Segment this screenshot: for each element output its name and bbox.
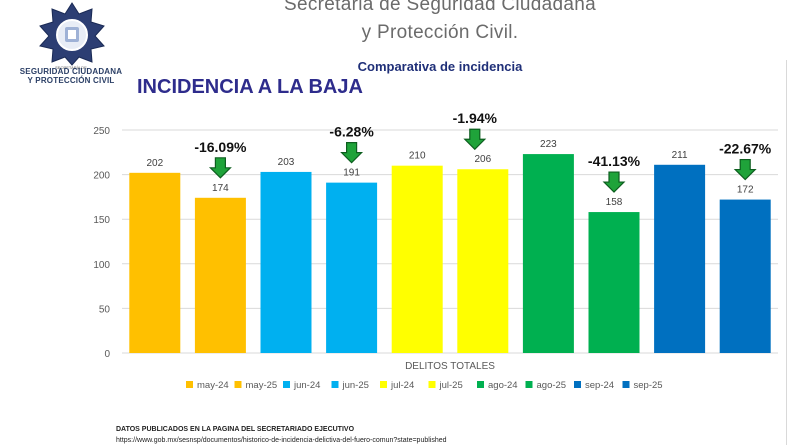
y-tick-label: 0 [104,349,110,360]
data-label-jul-25: 206 [474,154,491,165]
bar-ago-25 [588,212,640,353]
bar-may-25 [194,197,246,353]
legend-entry: sep-24 [585,380,614,391]
down-arrow-icon [463,128,487,151]
legend-swatch [525,381,533,388]
y-tick-label: 100 [93,260,110,271]
change-annotation: -1.94% [453,110,498,126]
header-title-line1: Secretaria de Seguridad Ciudadana [284,0,596,15]
chart-subtitle: Comparativa de incidencia [357,59,523,74]
logo-small-text: SECRETARÍA DE [55,65,87,70]
change-annotation: -6.28% [329,124,374,140]
y-tick-label: 250 [93,126,110,137]
headline: INCIDENCIA A LA BAJA [137,76,363,98]
legend-entry: ago-24 [488,380,518,391]
data-label-ago-24: 223 [540,139,557,150]
legend-entry: may-25 [246,380,278,391]
bar-jun-25 [326,182,378,353]
data-label-jun-24: 203 [278,157,295,168]
change-annotation: -22.67% [719,141,772,157]
down-arrow-icon [733,158,757,181]
legend-entry: sep-25 [634,380,663,391]
data-label-jul-24: 210 [409,151,426,162]
change-annotation: -41.13% [588,153,641,169]
data-label-sep-24: 211 [672,150,688,161]
down-arrow-icon [340,142,364,164]
bar-jun-24 [260,171,312,353]
legend-swatch [283,381,290,388]
header-title-line2: y Protección Civil. [361,22,519,43]
y-tick-label: 200 [93,171,110,182]
legend-swatch [234,381,242,388]
logo-line1: SEGURIDAD CIUDADANA [19,67,123,76]
logo-text: SEGURIDAD CIUDADANA Y PROTECCIÓN CIVIL [8,67,134,85]
data-label-may-24: 202 [146,158,163,169]
legend-entry: jul-25 [439,380,463,391]
legend-entry: may-24 [197,380,229,391]
legend-entry: jun-24 [293,380,320,391]
bar-ago-24 [522,154,574,353]
y-tick-label: 50 [99,304,111,315]
x-axis-label: DELITOS TOTALES [405,361,495,372]
legend-swatch [574,381,581,388]
legend-swatch [622,381,630,388]
police-star-logo [39,2,105,66]
y-tick-label: 150 [93,215,110,226]
data-label-jun-25: 191 [343,168,360,179]
legend-entry: jul-24 [390,380,414,391]
legend-entry: jun-25 [342,380,369,391]
footer-source: DATOS PUBLICADOS EN LA PAGINA DEL SECRET… [116,426,355,433]
bar-sep-25 [719,199,771,353]
legend-swatch [428,381,436,388]
legend-swatch [186,381,193,388]
down-arrow-icon [602,171,626,193]
legend-swatch [380,381,387,388]
logo-line2: Y PROTECCIÓN CIVIL [27,76,115,85]
data-label-ago-25: 158 [606,197,623,208]
divider [786,60,787,445]
data-label-sep-25: 172 [737,185,754,196]
bar-jul-24 [391,165,443,353]
legend-swatch [331,381,339,388]
bar-may-24 [129,172,181,353]
down-arrow-icon [208,157,232,179]
bar-jul-25 [457,169,509,353]
legend-swatch [477,381,484,388]
footer-url: https://www.gob.mx/sesnsp/documentos/his… [116,437,447,444]
bar-sep-24 [654,164,706,353]
change-annotation: -16.09% [194,139,247,155]
data-label-may-25: 174 [212,183,229,194]
legend-entry: ago-25 [537,380,567,391]
